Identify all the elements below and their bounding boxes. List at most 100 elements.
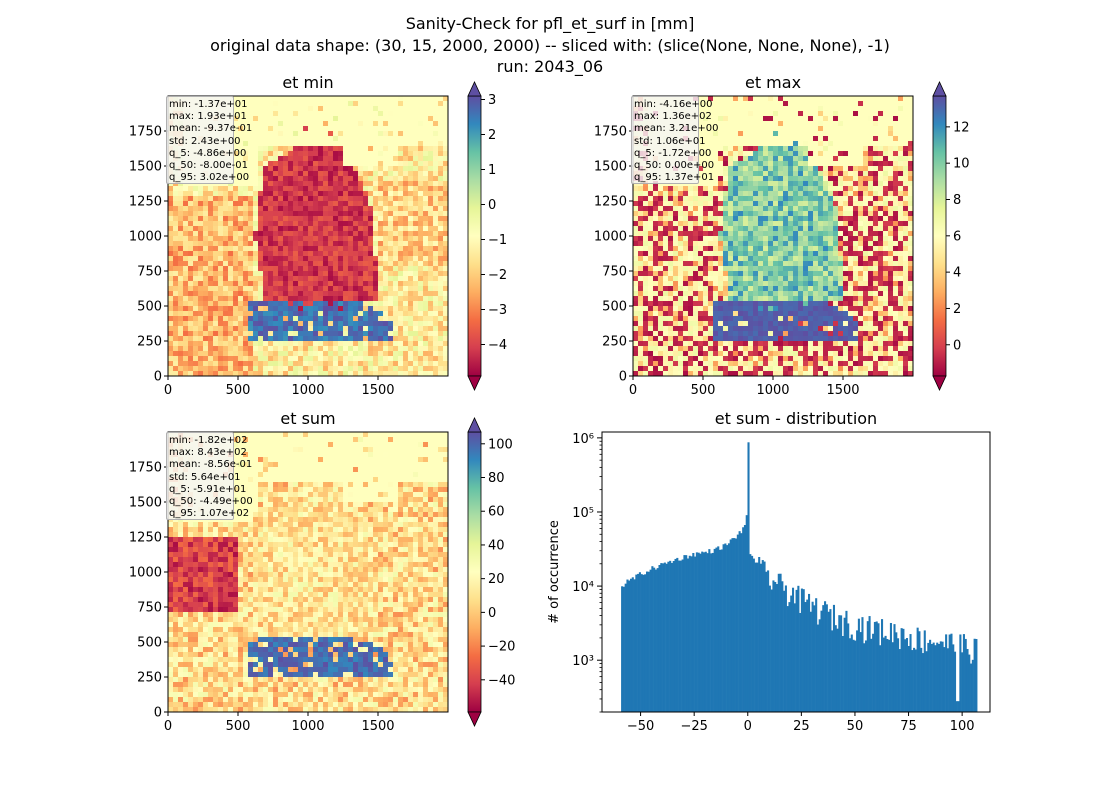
heatmap-cell [783,151,789,157]
heatmap-cell [308,226,314,232]
heatmap-cell [223,311,229,317]
heatmap-cell [428,256,434,262]
heatmap-cell [323,196,329,202]
heatmap-cell [878,136,884,142]
heatmap-cell [888,236,894,242]
heatmap-cell [748,211,754,217]
heatmap-cell [723,251,729,257]
heatmap-cell [343,341,349,347]
heatmap-cell [348,216,354,222]
heatmap-cell [278,191,284,197]
heatmap-cell [283,266,289,272]
heatmap-cell [673,186,679,192]
heatmap-cell [743,126,749,132]
heatmap-cell [353,136,359,142]
heatmap-cell [853,201,859,207]
heatmap-cell [333,366,339,372]
heatmap-cell [883,211,889,217]
heatmap-cell [283,271,289,277]
heatmap-cell [298,176,304,182]
heatmap-cell [298,246,304,252]
heatmap-cell [243,186,249,192]
heatmap-cell [393,186,399,192]
heatmap-cell [258,181,264,187]
heatmap-cell [848,161,854,167]
heatmap-cell [328,181,334,187]
heatmap-cell [898,101,904,107]
heatmap-cell [353,311,359,317]
heatmap-cell [278,106,284,112]
heatmap-cell [178,251,184,257]
heatmap-cell [778,236,784,242]
heatmap-cell [418,216,424,222]
heatmap-cell [358,361,364,367]
heatmap-cell [843,96,849,102]
heatmap-cell [723,256,729,262]
heatmap-cell [888,151,894,157]
heatmap-cell [378,356,384,362]
heatmap-cell [718,171,724,177]
heatmap-cell [168,216,174,222]
heatmap-cell [793,246,799,252]
heatmap-cell [743,121,749,127]
heatmap-cell [198,206,204,212]
heatmap-cell [848,241,854,247]
heatmap-cell [688,211,694,217]
heatmap-cell [298,251,304,257]
heatmap-cell [408,221,414,227]
heatmap-cell [748,121,754,127]
heatmap-cell [808,161,814,167]
heatmap-cell [888,186,894,192]
heatmap-cell [343,351,349,357]
heatmap-cell [363,341,369,347]
heatmap-cell [308,371,314,377]
heatmap-cell [433,271,439,277]
heatmap-cell [168,261,174,267]
heatmap-cell [803,161,809,167]
heatmap-cell [208,311,214,317]
heatmap-cell [333,331,339,337]
heatmap-cell [783,141,789,147]
heatmap-cell [888,196,894,202]
heatmap-cell [358,366,364,372]
heatmap-cell [638,191,644,197]
heatmap-cell [293,261,299,267]
heatmap-cell [423,111,429,117]
heatmap-cell [828,106,834,112]
heatmap-cell [788,211,794,217]
heatmap-cell [428,241,434,247]
heatmap-cell [673,211,679,217]
heatmap-cell [333,231,339,237]
heatmap-cell [358,156,364,162]
heatmap-cell [193,296,199,302]
heatmap-cell [328,306,334,312]
heatmap-cell [288,196,294,202]
heatmap-cell [433,346,439,352]
heatmap-cell [683,236,689,242]
heatmap-cell [708,101,714,107]
heatmap-cell [683,191,689,197]
heatmap-cell [638,216,644,222]
heatmap-cell [263,241,269,247]
heatmap-cell [278,346,284,352]
heatmap-cell [383,321,389,327]
heatmap-cell [343,116,349,122]
heatmap-cell [198,346,204,352]
heatmap-cell [713,146,719,152]
heatmap-cell [193,256,199,262]
heatmap-cell [378,186,384,192]
heatmap-cell [183,276,189,282]
heatmap-cell [313,246,319,252]
heatmap-cell [403,101,409,107]
heatmap-cell [353,156,359,162]
heatmap-cell [253,106,259,112]
heatmap-cell [813,201,819,207]
heatmap-cell [808,101,814,107]
heatmap-cell [433,256,439,262]
heatmap-cell [333,176,339,182]
heatmap-cell [288,236,294,242]
heatmap-cell [263,351,269,357]
heatmap-cell [773,96,779,102]
heatmap-cell [263,306,269,312]
heatmap-cell [808,96,814,102]
